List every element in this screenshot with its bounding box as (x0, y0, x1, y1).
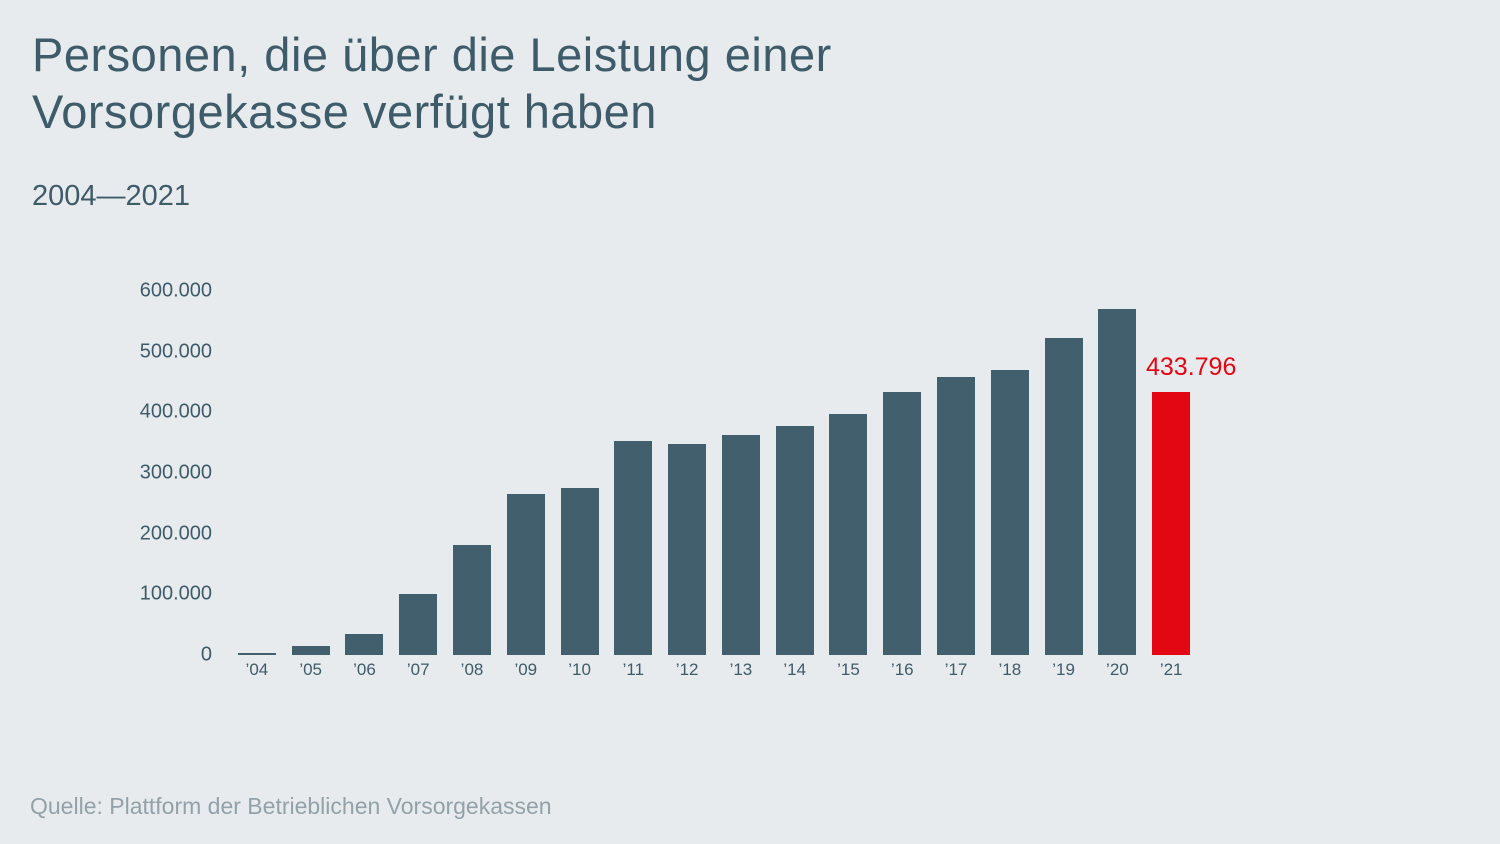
bar-09 (506, 493, 545, 655)
x-tick-label: ’13 (729, 660, 753, 679)
y-tick-label: 200.000 (139, 522, 212, 545)
bar-slot: ’16 (875, 291, 929, 679)
x-tick-label: ’21 (1159, 660, 1183, 679)
bar-slot: ’18 (983, 291, 1037, 679)
bar-08 (453, 545, 492, 655)
x-tick-label: ’07 (406, 660, 430, 679)
y-tick-label: 500.000 (139, 340, 212, 363)
x-tick-label: ’12 (675, 660, 699, 679)
bar-21 (1152, 391, 1191, 655)
bar-13 (721, 435, 760, 655)
page-title: Personen, die über die Leistung einer Vo… (32, 28, 832, 139)
bar-14 (775, 425, 814, 655)
bar-05 (291, 645, 330, 655)
bar-slot: ’07 (391, 291, 445, 679)
y-axis: 600.000 500.000 400.000 300.000 200.000 100.0… (100, 280, 212, 666)
bar-04 (237, 652, 276, 655)
bar-slot: ’04 (230, 291, 284, 679)
x-tick-label: ’11 (622, 660, 645, 679)
bar-slot: ’11 (606, 291, 660, 679)
bar-06 (345, 633, 384, 655)
bar-10 (560, 488, 599, 655)
bar-18 (990, 369, 1029, 655)
bar-slot: ’17 (929, 291, 983, 679)
bar-15 (829, 413, 868, 655)
bar-12 (668, 443, 707, 655)
x-tick-label: ’06 (353, 660, 376, 679)
bar-slot: ’06 (338, 291, 392, 679)
x-tick-label: ’08 (460, 660, 484, 679)
bar-19 (1044, 337, 1083, 655)
y-tick-label: 0 (200, 643, 212, 666)
x-tick-label: ’05 (299, 660, 323, 679)
x-tick-label: ’15 (837, 660, 860, 679)
bar-slot: ’15 (822, 291, 876, 679)
y-tick-label: 300.000 (139, 461, 212, 484)
plot-area: ’04 ’05 ’06 ’07 ’08 ’09 ’10 ’11 ’12 ’13 ’14 ’15 ’16 ’… (230, 291, 1198, 679)
bar-slot: ’14 (768, 291, 822, 679)
y-tick-label: 100.000 (139, 582, 212, 605)
bar-16 (883, 391, 922, 655)
bar-20 (1098, 309, 1137, 655)
bar-17 (937, 377, 976, 655)
x-tick-label: ’10 (568, 660, 591, 679)
highlight-value-label: 433.796 (1146, 353, 1237, 381)
bar-07 (399, 594, 438, 655)
x-tick-label: ’09 (514, 660, 538, 679)
bar-slot: ’05 (284, 291, 338, 679)
bar-slot: ’10 (553, 291, 607, 679)
y-tick-label: 600.000 (139, 279, 212, 302)
bar-slot: ’19 (1037, 291, 1091, 679)
x-tick-label: ’18 (998, 660, 1022, 679)
x-tick-label: ’14 (783, 660, 807, 679)
page-subtitle: 2004—2021 (32, 180, 191, 212)
x-tick-label: ’17 (944, 660, 968, 679)
x-tick-label: ’20 (1106, 660, 1129, 679)
bar-slot: ’13 (714, 291, 768, 679)
bar-slot: ’12 (660, 291, 714, 679)
y-tick-label: 400.000 (139, 400, 212, 423)
bar-slot: ’08 (445, 291, 499, 679)
x-tick-label: ’04 (245, 660, 269, 679)
x-tick-label: ’19 (1052, 660, 1075, 679)
bar-11 (614, 440, 653, 655)
bar-slot: ’20 (1091, 291, 1145, 679)
source-note: Quelle: Plattform der Betrieblichen Vors… (30, 793, 552, 819)
x-tick-label: ’16 (890, 660, 914, 679)
bar-slot: ’09 (499, 291, 553, 679)
bar-slot: ’21 (1144, 291, 1198, 679)
